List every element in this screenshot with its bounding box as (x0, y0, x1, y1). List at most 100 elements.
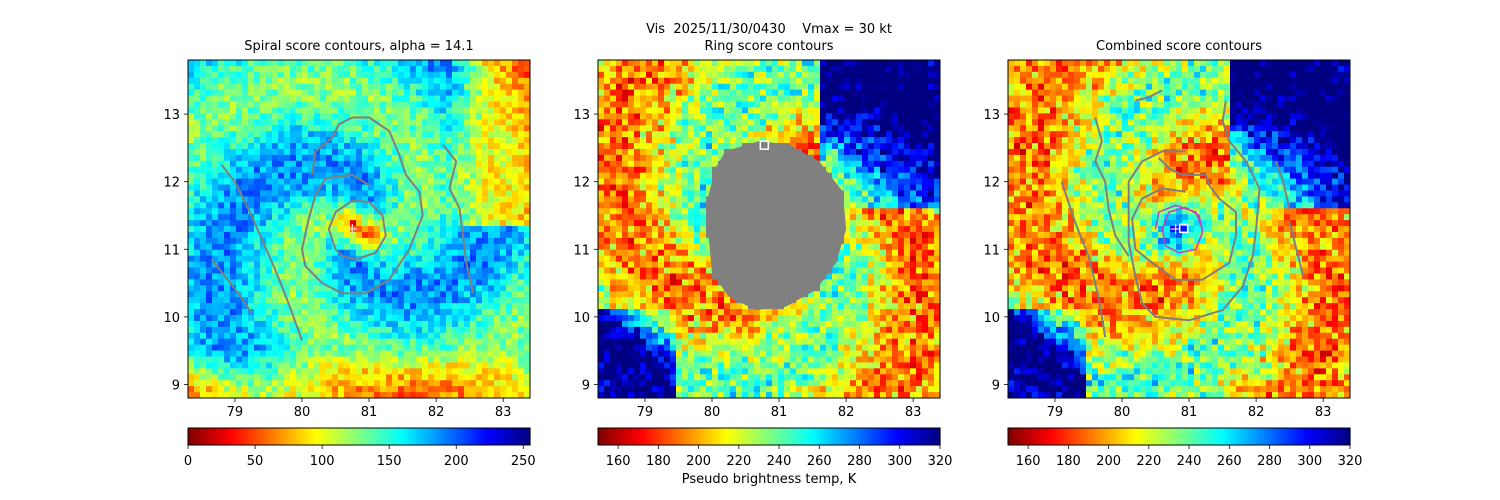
colorbar-segment (359, 428, 363, 445)
x-tick-label: 79 (1047, 405, 1064, 420)
colorbar-segment (293, 428, 297, 445)
x-tick-label: 83 (495, 405, 512, 420)
colorbar-segment (1045, 428, 1049, 445)
colorbar-segment (310, 428, 314, 445)
colorbar-segment (430, 428, 434, 445)
colorbar-segment (1087, 428, 1092, 445)
colorbar-segment (1233, 428, 1237, 445)
colorbar-segment (620, 428, 625, 445)
contour-group (1060, 89, 1305, 338)
colorbar-segment (264, 428, 269, 445)
x-tick-label: 82 (1248, 405, 1265, 420)
colorbar-tick-label: 280 (847, 454, 872, 469)
colorbar-segment (376, 428, 380, 445)
colorbar-segment (606, 428, 610, 445)
colorbar-segment (441, 428, 446, 445)
colorbar-segment (521, 428, 525, 445)
colorbar-segment (242, 428, 246, 445)
colorbar-segment (1295, 428, 1300, 445)
colorbar-segment (1159, 428, 1163, 445)
colorbar-segment (492, 428, 497, 445)
colorbar-segment (837, 428, 841, 445)
colorbar-segment (703, 428, 707, 445)
colorbar-tick-label: 250 (511, 454, 536, 469)
colorbar-segment (498, 428, 503, 445)
colorbar-segment (640, 428, 645, 445)
colorbar-segment (743, 428, 747, 445)
colorbar-segment (1084, 428, 1089, 445)
colorbar-segment (364, 428, 369, 445)
colorbar-segment (484, 428, 488, 445)
colorbar-segment (845, 428, 850, 445)
colorbar-segment (393, 428, 397, 445)
chart-panel-2: 79 80 81 82 83 9 10 11 12 13 160 180 200 220 240 260 280… (573, 59, 952, 469)
colorbar-segment (1170, 428, 1174, 445)
colorbar-segment (794, 428, 799, 445)
colorbar-segment (786, 428, 790, 445)
colorbar-segment (222, 428, 226, 445)
colorbar-segment (632, 428, 636, 445)
colorbar-segment (717, 428, 722, 445)
colorbar-segment (1293, 428, 1297, 445)
colorbar-segment (421, 428, 426, 445)
colorbar-segment (877, 428, 881, 445)
center-marker-plus (1170, 224, 1181, 234)
colorbar-segment (458, 428, 463, 445)
colorbar-segment (381, 428, 386, 445)
colorbar-segment (276, 428, 280, 445)
colorbar-segment (1067, 428, 1072, 445)
colorbar-segment (227, 428, 232, 445)
colorbar-segment (333, 428, 337, 445)
colorbar-segment (1258, 428, 1263, 445)
colorbar-segment (273, 428, 277, 445)
colorbar-segment (1330, 428, 1334, 445)
colorbar-segment (225, 428, 229, 445)
colorbar-segment (416, 428, 420, 445)
colorbar-segment (1198, 428, 1203, 445)
colorbar-segment (697, 428, 702, 445)
colorbar-segment (438, 428, 443, 445)
colorbar-segment (1278, 428, 1283, 445)
colorbar-segment (524, 428, 528, 445)
masked-region (708, 141, 847, 311)
y-tick-label: 13 (573, 108, 590, 123)
colorbar-segment (1181, 428, 1186, 445)
colorbar-segment (461, 428, 466, 445)
colorbar-segment (1284, 428, 1288, 445)
colorbar-segment (1090, 428, 1095, 445)
y-tick-label: 9 (172, 378, 180, 393)
colorbar-segment (501, 428, 505, 445)
colorbar-segment (1076, 428, 1080, 445)
colorbar-segment (783, 428, 787, 445)
colorbar-segment (319, 428, 323, 445)
colorbar-segment (1218, 428, 1223, 445)
colorbar-segment (780, 428, 784, 445)
colorbar-segment (666, 428, 670, 445)
colorbar-segment (883, 428, 887, 445)
colorbar-segment (920, 428, 924, 445)
colorbar-segment (854, 428, 858, 445)
panel-title-combined: Combined score contours (1096, 39, 1262, 54)
x-tick-label: 79 (637, 405, 654, 420)
x-tick-label: 80 (704, 405, 721, 420)
colorbar-segment (1261, 428, 1266, 445)
colorbar-tick-label: 180 (1056, 454, 1081, 469)
y-tick-label: 12 (983, 176, 1000, 191)
colorbar-segment (1193, 428, 1197, 445)
colorbar-segment (404, 428, 409, 445)
colorbar-segment (917, 428, 921, 445)
colorbar-segment (515, 428, 520, 445)
x-tick-label: 82 (838, 405, 855, 420)
colorbar-segment (324, 428, 329, 445)
colorbar-segment (1016, 428, 1020, 445)
colorbar-segment (1318, 428, 1323, 445)
colorbar-segment (1127, 428, 1132, 445)
colorbar-segment (894, 428, 898, 445)
colorbar-segment (848, 428, 853, 445)
colorbar-segment (387, 428, 391, 445)
colorbar-segment (914, 428, 918, 445)
colorbar-segment (464, 428, 468, 445)
colorbar-segment (267, 428, 272, 445)
y-tick-label: 11 (163, 243, 180, 258)
